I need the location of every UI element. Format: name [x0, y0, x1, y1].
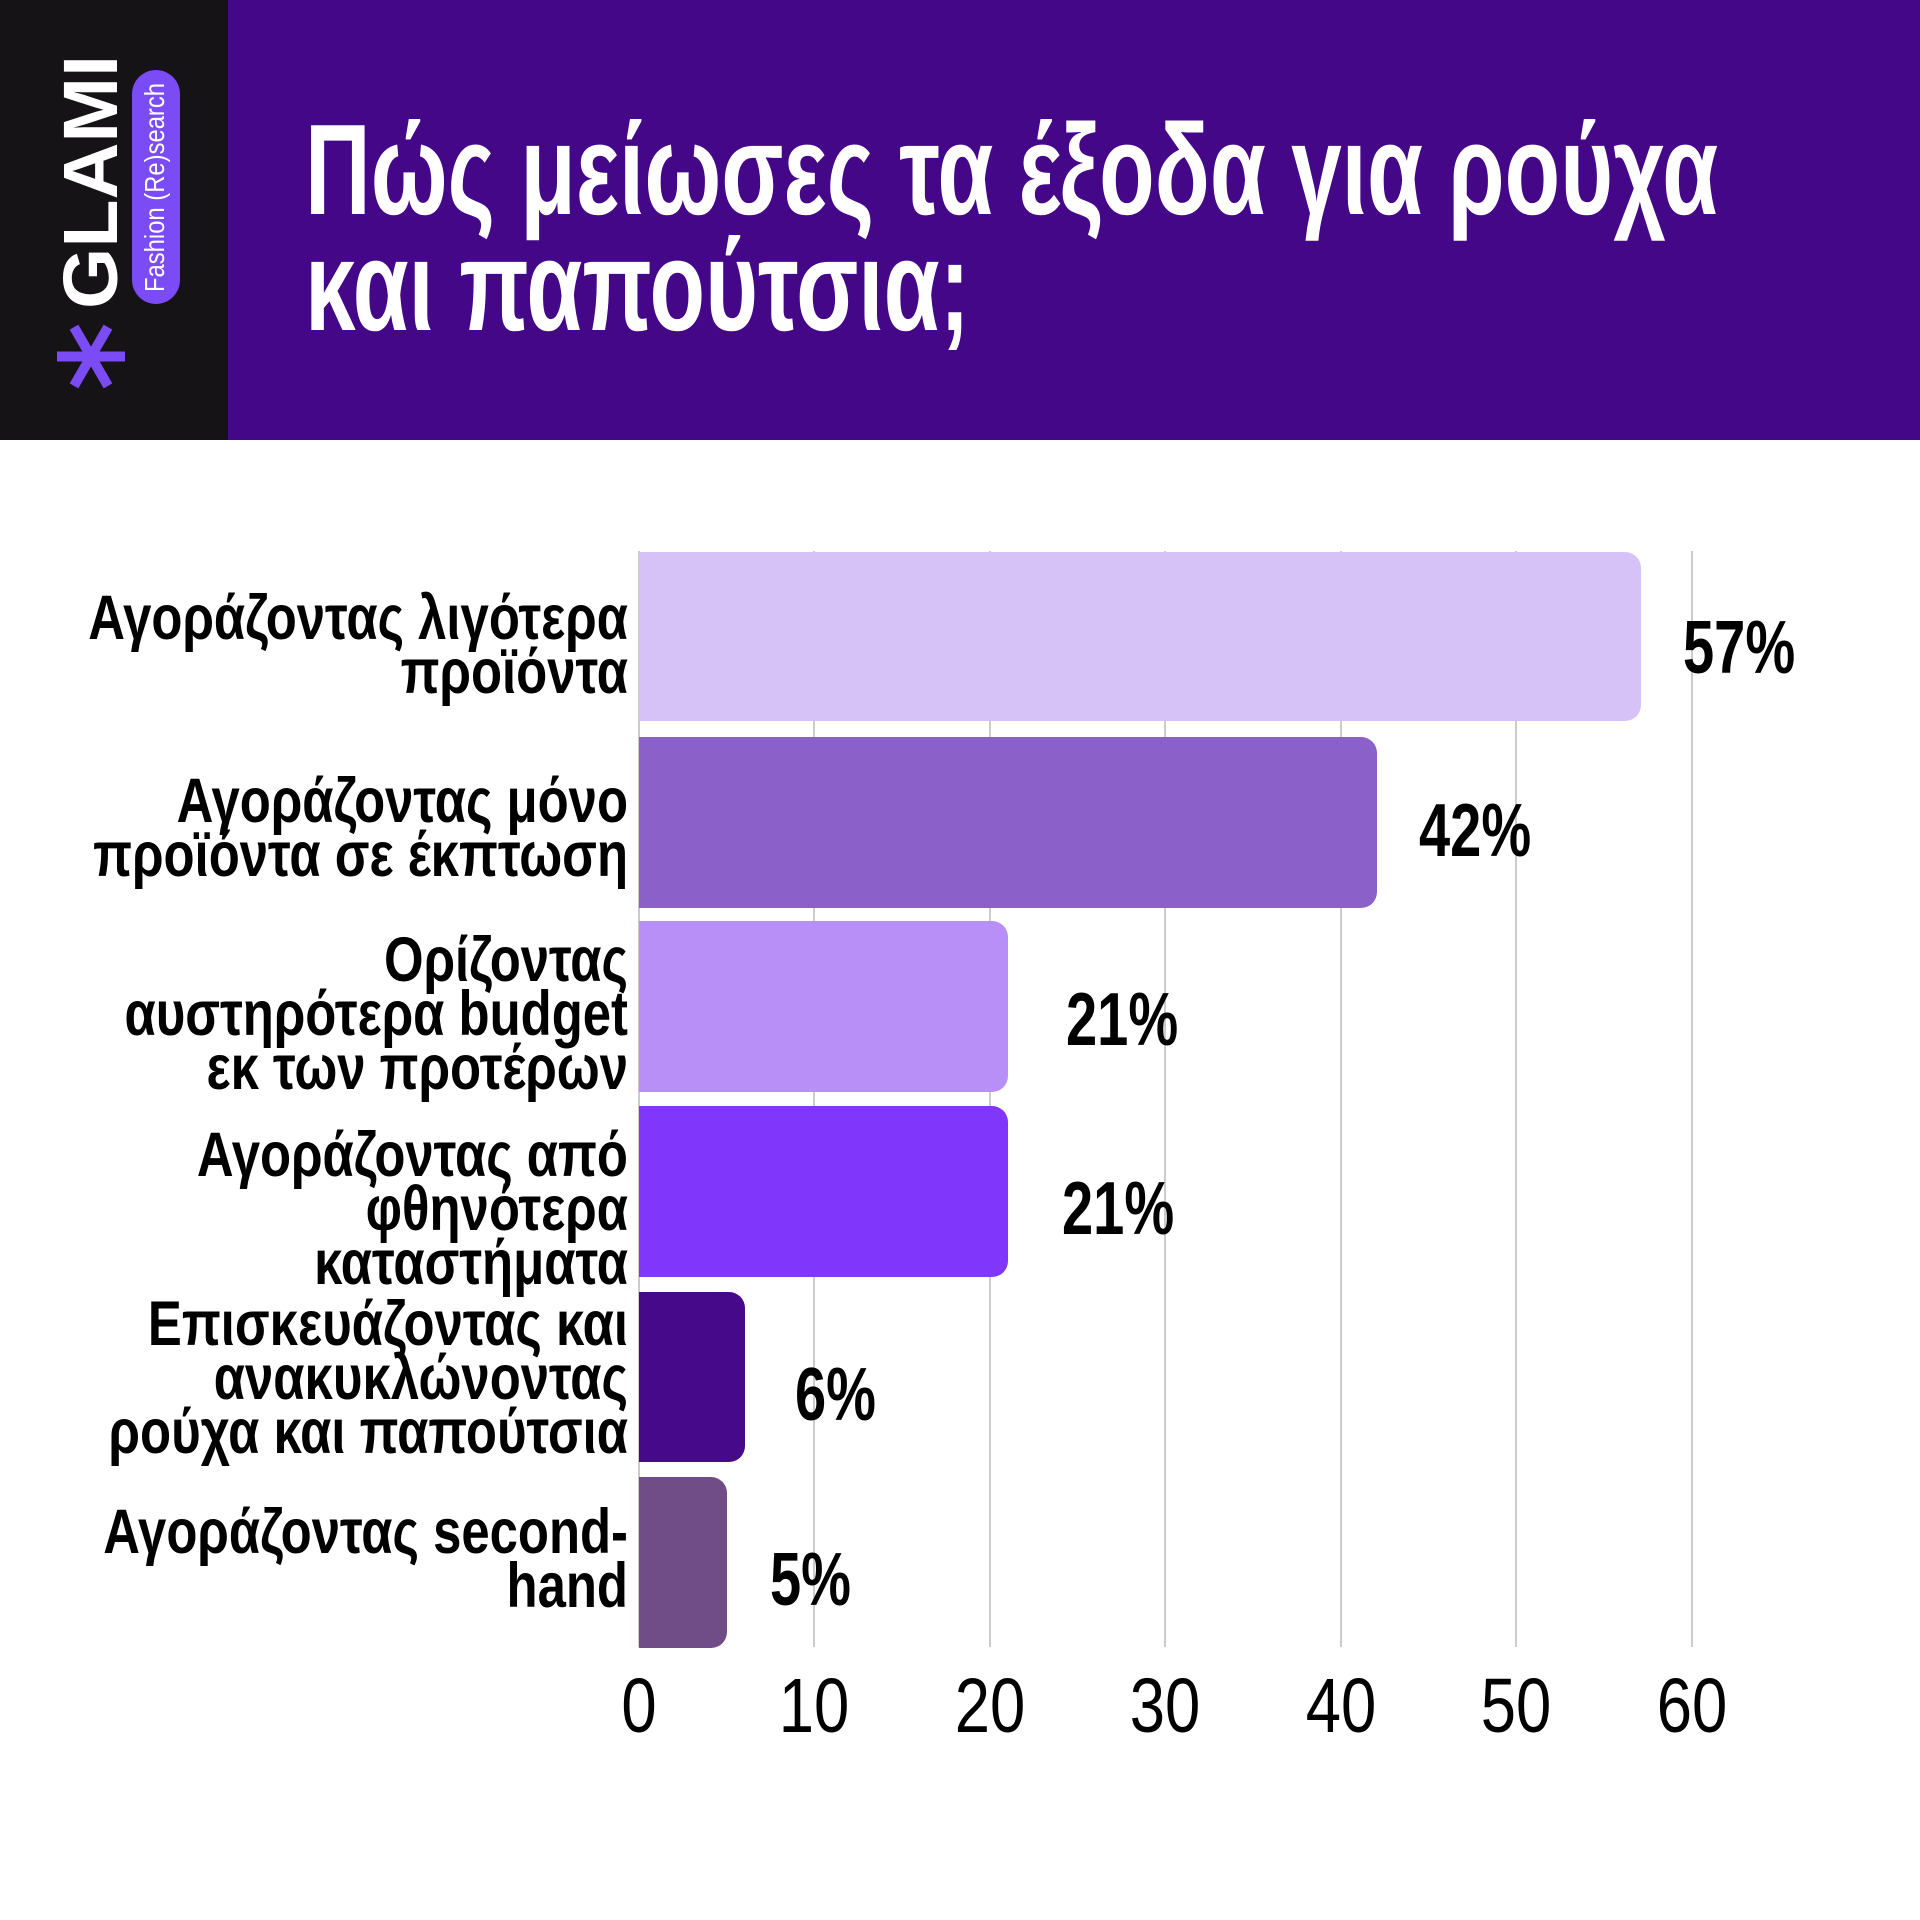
svg-text:Fashion (Re)search: Fashion (Re)search [139, 83, 170, 292]
svg-text:GLAMI: GLAMI [48, 55, 134, 309]
